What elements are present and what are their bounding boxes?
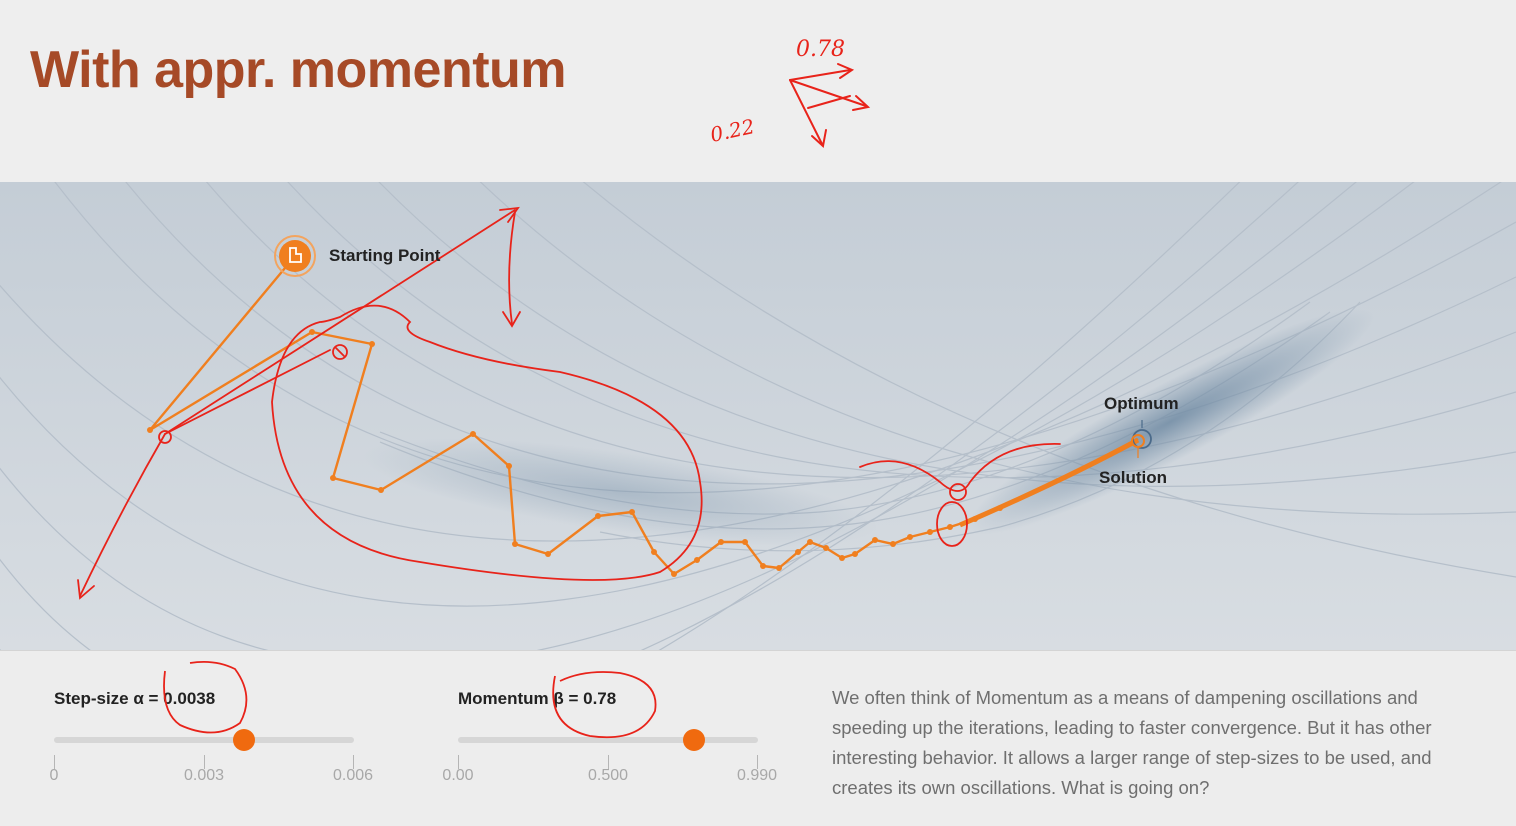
solution-label: Solution [1099, 468, 1167, 487]
step-size-slider-block: Step-size α = 0.0038 0 0.003 0.006 [50, 651, 373, 826]
optimum-marker [1131, 420, 1152, 458]
valley-shading-left [362, 438, 878, 546]
momentum-tick-label: 0.500 [587, 767, 629, 784]
momentum-slider-track[interactable] [458, 737, 758, 743]
controls-panel: Step-size α = 0.0038 0 0.003 0.006 Momen… [0, 650, 1516, 826]
hand-cursor-icon [289, 247, 302, 263]
tick-mark [608, 755, 609, 769]
contour-plot[interactable]: Starting Point Optimum Solution [0, 182, 1516, 650]
step-size-tick-label: 0 [49, 767, 59, 784]
momentum-tick-label: 0.00 [442, 767, 474, 784]
tick-mark [54, 755, 55, 769]
momentum-slider-block: Momentum β = 0.78 0.00 0.500 0.990 [442, 651, 777, 826]
description-text: We often think of Momentum as a means of… [832, 687, 1432, 798]
plot-background [0, 182, 1516, 650]
starting-point-marker[interactable] [274, 235, 316, 277]
step-size-slider-thumb[interactable] [233, 729, 255, 751]
step-size-tick-label: 0.003 [183, 767, 225, 784]
page-title: With appr. momentum [30, 41, 567, 99]
step-size-slider-track[interactable] [54, 737, 354, 743]
tick-mark [458, 755, 459, 769]
tick-mark [204, 755, 205, 769]
converging-path [959, 437, 1140, 528]
header: With appr. momentum [0, 0, 1516, 182]
momentum-tick-label: 0.990 [736, 767, 778, 784]
momentum-label: Momentum β = 0.78 [458, 689, 617, 708]
step-size-label: Step-size α = 0.0038 [54, 689, 216, 708]
step-size-tick-label: 0.006 [332, 767, 374, 784]
handwritten-plot-annotations [77, 206, 1061, 600]
tick-mark [353, 755, 354, 769]
path-points [147, 329, 1003, 577]
momentum-slider-thumb[interactable] [683, 729, 706, 751]
starting-point-label: Starting Point [329, 246, 441, 265]
optimum-label: Optimum [1104, 394, 1179, 413]
valley-shading [966, 308, 1374, 536]
tick-mark [757, 755, 758, 769]
